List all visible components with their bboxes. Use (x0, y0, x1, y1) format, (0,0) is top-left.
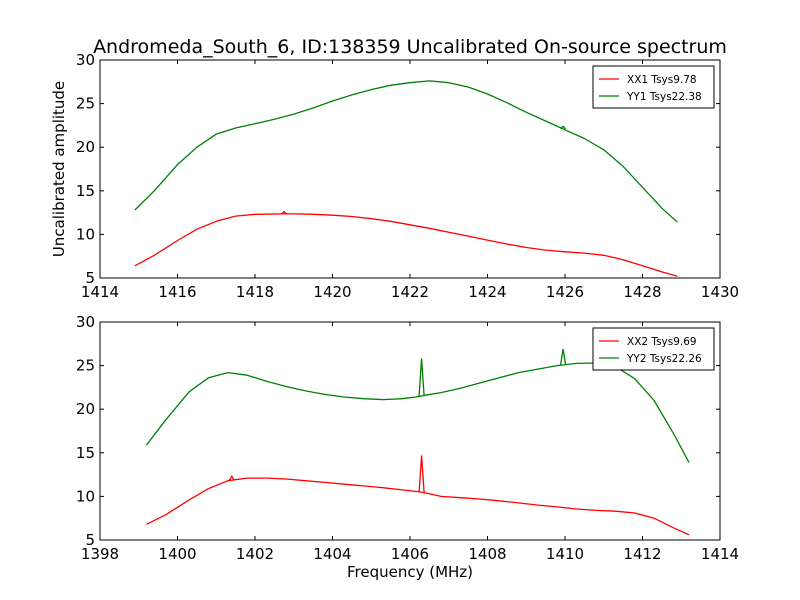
x-tick-label: 1408 (468, 545, 506, 563)
x-tick-label: 1428 (623, 283, 661, 301)
legend: XX2 Tsys9.69 YY2 Tsys22.26 (592, 327, 715, 371)
x-tick-label: 1418 (236, 283, 274, 301)
x-axis-label: Frequency (MHz) (347, 563, 473, 581)
x-tick-label: 1426 (546, 283, 584, 301)
spectral-spike (418, 358, 425, 396)
legend-box (592, 65, 715, 109)
y-tick-label: 25 (76, 95, 95, 113)
x-tick-label: 1414 (701, 545, 739, 563)
plot-panel-2: 1398 1400 1402 1404 1406 1408 1410 1412 1414 5 10 1… (76, 313, 739, 563)
x-tick-label: 1416 (158, 283, 196, 301)
y-tick-label: 20 (76, 138, 95, 156)
y-tick-label: 25 (76, 357, 95, 375)
spectral-spike (418, 455, 425, 493)
x-tick-label: 1412 (623, 545, 661, 563)
plot-panel-1: 1414 1416 1418 1420 1422 1424 1426 1428 1430 5 10 1… (76, 51, 739, 301)
x-tick-label: 1400 (158, 545, 196, 563)
chart-title: Andromeda_South_6, ID:138359 Uncalibrate… (93, 36, 727, 58)
legend-box (592, 327, 715, 371)
x-tick-label: 1430 (701, 283, 739, 301)
series-line (134, 213, 678, 277)
y-tick-label: 5 (85, 531, 95, 549)
legend: XX1 Tsys9.78 YY1 Tsys22.38 (592, 65, 715, 109)
legend-label: YY2 Tsys22.26 (626, 353, 702, 365)
x-tick-label: 1420 (313, 283, 351, 301)
spectral-spike (559, 348, 567, 366)
legend-label: XX2 Tsys9.69 (627, 336, 697, 348)
spectral-spike (228, 475, 235, 481)
spectral-spike (560, 125, 567, 130)
x-tick-label: 1422 (391, 283, 429, 301)
spectral-spike (281, 210, 288, 215)
y-tick-label: 10 (76, 487, 95, 505)
x-tick-label: 1402 (236, 545, 274, 563)
x-tick-label: 1406 (391, 545, 429, 563)
y-tick-label: 20 (76, 400, 95, 418)
y-axis-label: Uncalibrated amplitude (50, 81, 68, 257)
series-1 (134, 210, 678, 277)
y-tick-label: 5 (85, 269, 95, 287)
series-1 (146, 455, 690, 536)
y-tick-label: 15 (76, 182, 95, 200)
legend-label: YY1 Tsys22.38 (626, 91, 702, 103)
x-tick-label: 1404 (313, 545, 351, 563)
y-tick-label: 10 (76, 225, 95, 243)
x-tick-label: 1424 (468, 283, 506, 301)
series-line (146, 477, 690, 536)
series-line (134, 80, 678, 223)
y-tick-label: 30 (76, 51, 95, 69)
y-tick-label: 30 (76, 313, 95, 331)
x-tick-label: 1414 (81, 283, 119, 301)
y-tick-label: 15 (76, 444, 95, 462)
plot-panels: 1414 1416 1418 1420 1422 1424 1426 1428 14305101… (76, 51, 739, 563)
legend-label: XX1 Tsys9.78 (627, 74, 697, 86)
series-2 (134, 80, 678, 223)
x-tick-label: 1410 (546, 545, 584, 563)
x-tick-label: 1398 (81, 545, 119, 563)
